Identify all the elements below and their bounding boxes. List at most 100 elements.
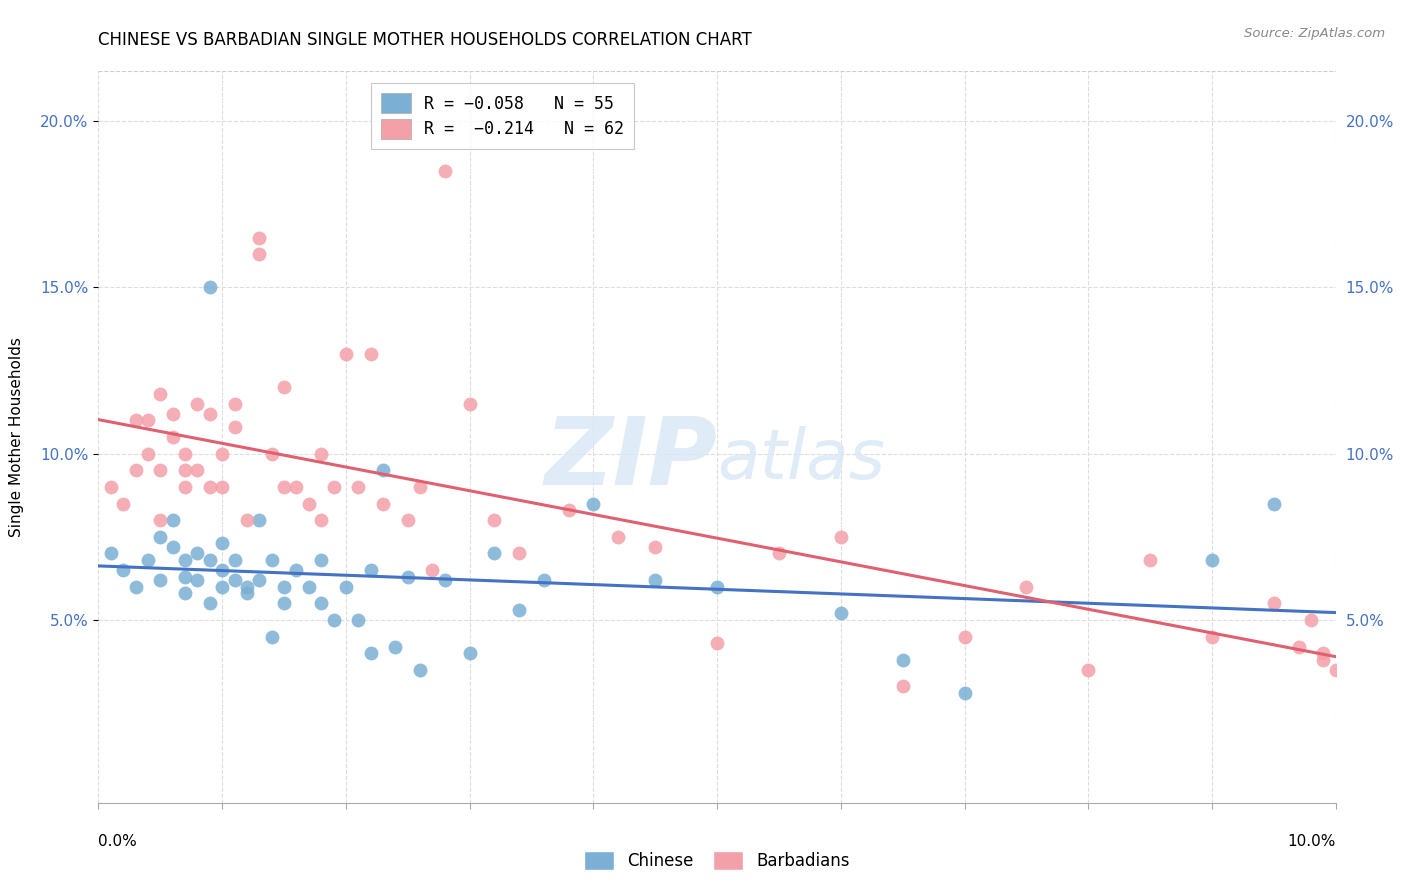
Text: atlas: atlas (717, 425, 884, 492)
Point (433, 573, 456, 587)
Point (706, 636, 728, 650)
Point (224, 420, 246, 434)
Point (198, 280, 221, 294)
Point (309, 447, 332, 461)
Point (273, 580, 295, 594)
Text: 10.0%: 10.0% (1288, 834, 1336, 849)
Point (768, 546, 790, 560)
Point (1201, 630, 1223, 644)
Point (322, 480, 344, 494)
Point (1263, 497, 1285, 511)
Point (136, 553, 159, 567)
Text: 0.0%: 0.0% (98, 834, 138, 849)
Point (644, 573, 666, 587)
Point (644, 540, 666, 554)
Point (224, 397, 246, 411)
Point (273, 596, 295, 610)
Point (211, 480, 233, 494)
Point (360, 646, 382, 660)
Point (186, 546, 208, 560)
Point (211, 536, 233, 550)
Point (830, 530, 852, 544)
Point (124, 463, 146, 477)
Point (1312, 646, 1334, 660)
Point (582, 497, 605, 511)
Point (1201, 553, 1223, 567)
Point (224, 553, 246, 567)
Point (508, 603, 530, 617)
Point (1288, 640, 1310, 654)
Point (100, 546, 122, 560)
Point (830, 607, 852, 621)
Point (309, 513, 332, 527)
Point (174, 553, 197, 567)
Point (174, 447, 197, 461)
Point (1015, 580, 1038, 594)
Point (112, 497, 135, 511)
Point (891, 653, 914, 667)
Point (360, 563, 382, 577)
Point (149, 463, 172, 477)
Point (112, 563, 135, 577)
Point (247, 247, 270, 261)
Point (236, 586, 259, 600)
Point (174, 570, 197, 584)
Point (285, 480, 308, 494)
Point (322, 613, 344, 627)
Point (211, 580, 233, 594)
Point (458, 646, 481, 660)
Point (309, 596, 332, 610)
Point (347, 480, 370, 494)
Point (557, 503, 579, 517)
Point (1312, 653, 1334, 667)
Point (533, 573, 555, 587)
Text: CHINESE VS BARBADIAN SINGLE MOTHER HOUSEHOLDS CORRELATION CHART: CHINESE VS BARBADIAN SINGLE MOTHER HOUSE… (98, 31, 752, 49)
Point (236, 580, 259, 594)
Point (211, 563, 233, 577)
Point (211, 447, 233, 461)
Point (149, 573, 172, 587)
Point (347, 613, 370, 627)
Point (174, 463, 197, 477)
Point (136, 447, 159, 461)
Point (247, 513, 270, 527)
Point (953, 686, 976, 700)
Point (396, 513, 419, 527)
Point (298, 580, 321, 594)
Point (149, 530, 172, 544)
Point (100, 480, 122, 494)
Point (149, 513, 172, 527)
Point (162, 407, 184, 421)
Point (124, 413, 146, 427)
Point (409, 480, 432, 494)
Point (309, 553, 332, 567)
Point (396, 570, 419, 584)
Point (1139, 553, 1161, 567)
Point (186, 397, 208, 411)
Point (953, 630, 976, 644)
Point (371, 497, 394, 511)
Point (136, 413, 159, 427)
Point (186, 573, 208, 587)
Point (484, 546, 506, 560)
Point (198, 553, 221, 567)
Point (335, 580, 357, 594)
Point (162, 513, 184, 527)
Point (891, 680, 914, 694)
Point (273, 380, 295, 394)
Text: Source: ZipAtlas.com: Source: ZipAtlas.com (1244, 27, 1385, 40)
Point (198, 480, 221, 494)
Point (607, 530, 630, 544)
Point (484, 513, 506, 527)
Point (508, 546, 530, 560)
Point (124, 580, 146, 594)
Point (149, 387, 172, 401)
Point (1324, 663, 1347, 677)
Legend: Chinese, Barbadians: Chinese, Barbadians (575, 843, 859, 879)
Point (273, 480, 295, 494)
Point (433, 164, 456, 178)
Text: ZIP: ZIP (544, 413, 717, 505)
Point (1263, 596, 1285, 610)
Point (224, 573, 246, 587)
Point (198, 596, 221, 610)
